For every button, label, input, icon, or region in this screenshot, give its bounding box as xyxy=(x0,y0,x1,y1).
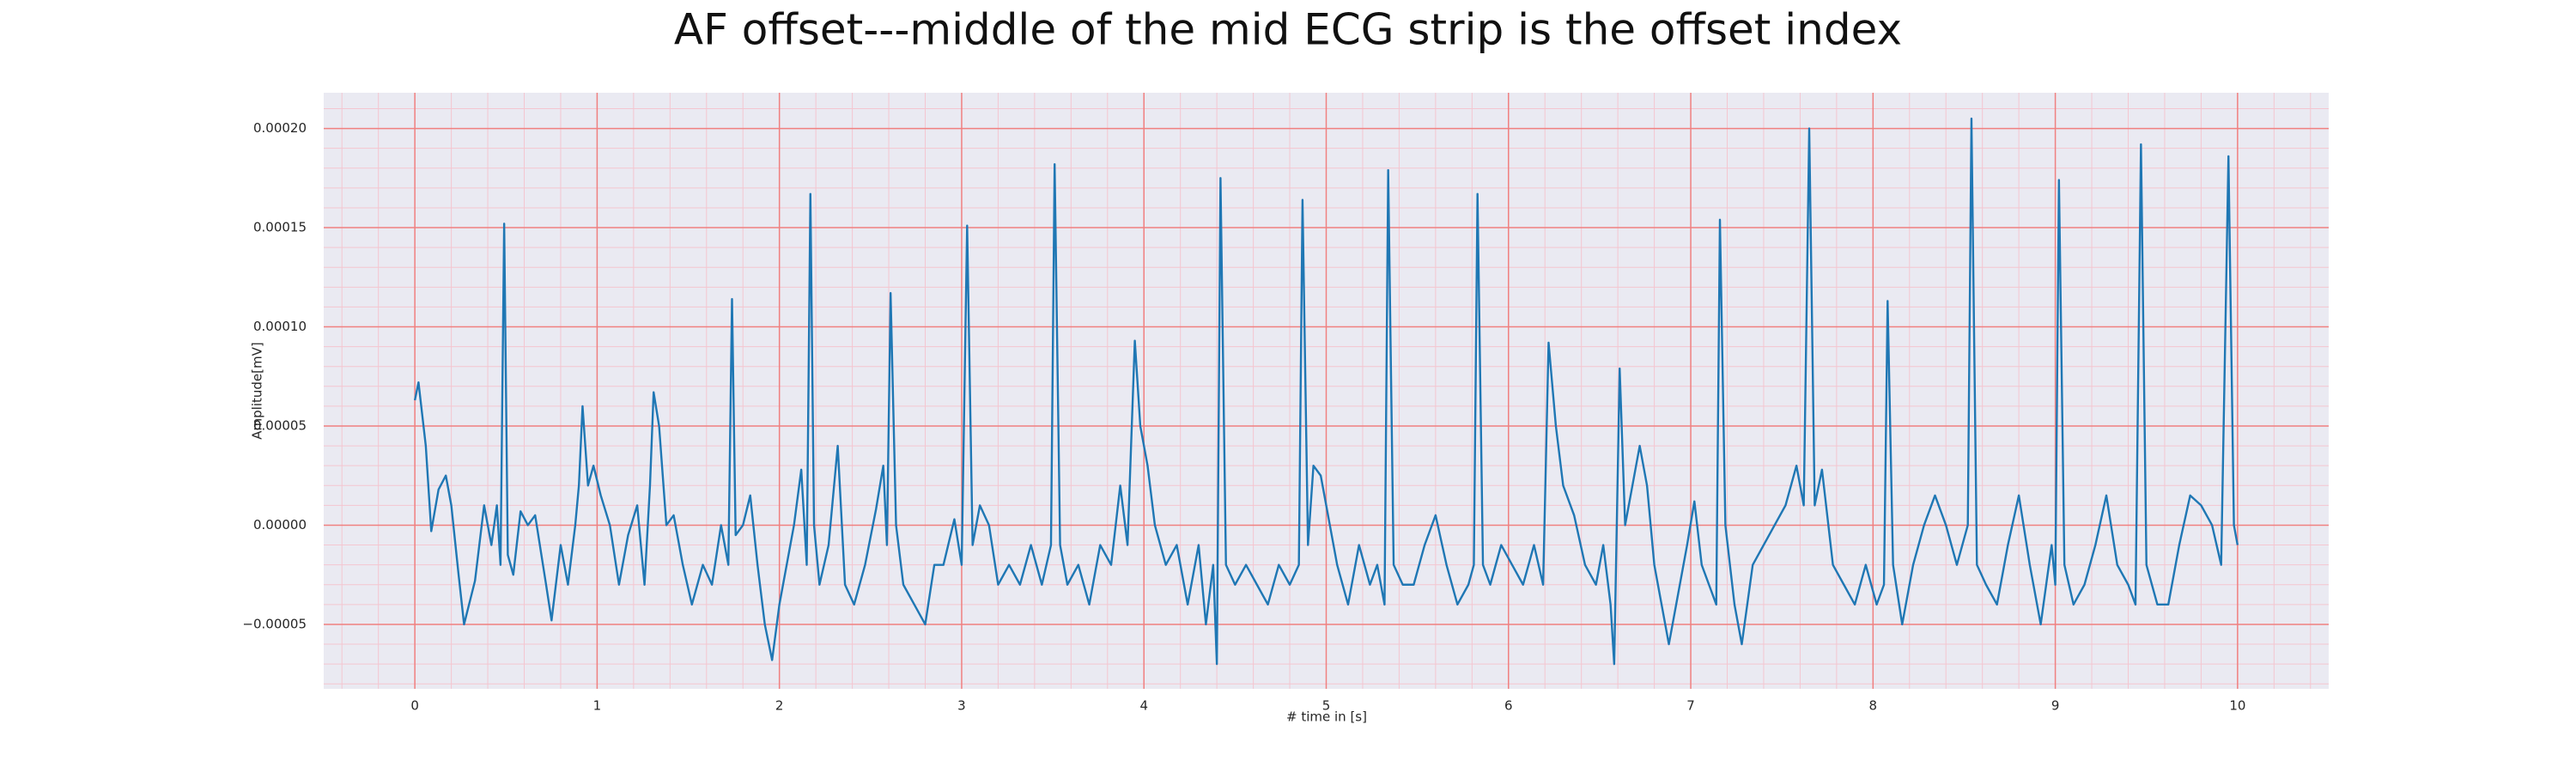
y-tick-label: 0.00000 xyxy=(253,517,307,533)
y-tick-label: 0.00010 xyxy=(253,319,307,334)
y-tick-label: 0.00015 xyxy=(253,220,307,235)
x-tick-label: 1 xyxy=(593,698,602,714)
x-tick-label: 3 xyxy=(957,698,966,714)
x-tick-label: 2 xyxy=(775,698,784,714)
y-axis-label: Amplitude[mV] xyxy=(250,342,265,439)
x-tick-label: 10 xyxy=(2229,698,2245,714)
y-tick-label: 0.00005 xyxy=(253,417,307,433)
x-tick-label: 6 xyxy=(1504,698,1513,714)
chart-title: AF offset---middle of the mid ECG strip … xyxy=(674,5,1902,55)
y-tick-label: 0.00020 xyxy=(253,120,307,136)
x-tick-label: 0 xyxy=(410,698,419,714)
x-tick-label: 4 xyxy=(1139,698,1148,714)
x-tick-label: 7 xyxy=(1686,698,1695,714)
ecg-line xyxy=(413,117,2239,666)
y-tick-label: −0.00005 xyxy=(242,616,307,631)
x-tick-label: 5 xyxy=(1322,698,1331,714)
x-tick-label: 9 xyxy=(2051,698,2060,714)
x-axis-label: # time in [s] xyxy=(1286,709,1367,725)
x-tick-label: 8 xyxy=(1869,698,1878,714)
